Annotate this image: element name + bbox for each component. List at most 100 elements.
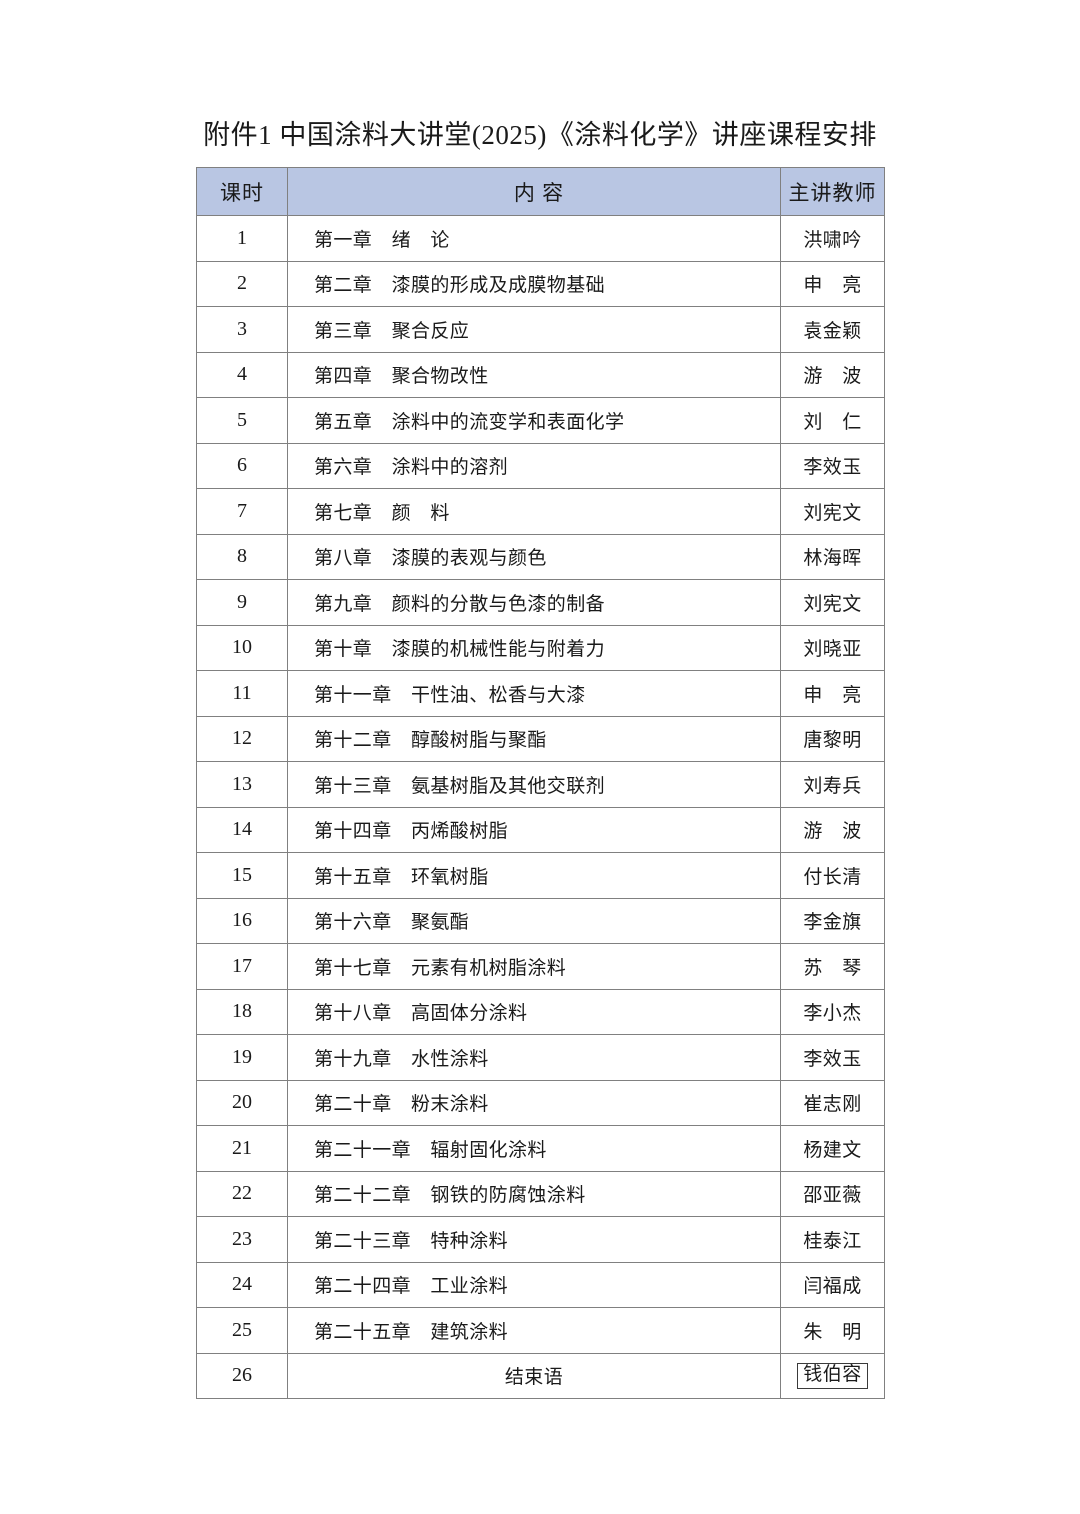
cell-session: 8 xyxy=(196,533,288,580)
cell-teacher: 李效玉 xyxy=(780,442,885,489)
cell-teacher: 游 波 xyxy=(780,806,885,853)
cell-content: 第二章 漆膜的形成及成膜物基础 xyxy=(287,260,781,307)
table-row: 12 第十二章 醇酸树脂与聚酯 唐黎明 xyxy=(196,715,885,762)
cell-session: 22 xyxy=(196,1170,288,1217)
cell-session: 9 xyxy=(196,579,288,626)
cell-content: 第六章 涂料中的溶剂 xyxy=(287,442,781,489)
cell-content: 第七章 颜 料 xyxy=(287,488,781,535)
cell-teacher: 付长清 xyxy=(780,852,885,899)
table-row: 3 第三章 聚合反应 袁金颖 xyxy=(196,306,885,353)
table-row: 20 第二十章 粉末涂料 崔志刚 xyxy=(196,1079,885,1126)
cell-teacher: 刘寿兵 xyxy=(780,761,885,808)
cell-teacher: 朱 明 xyxy=(780,1307,885,1354)
table-row: 11 第十一章 干性油、松香与大漆申 亮 xyxy=(196,670,885,717)
boxed-teacher-name: 钱伯容 xyxy=(797,1362,868,1389)
cell-teacher: 洪啸吟 xyxy=(780,215,885,262)
cell-content: 第九章 颜料的分散与色漆的制备 xyxy=(287,579,781,626)
cell-content: 第二十一章 辐射固化涂料 xyxy=(287,1125,781,1172)
cell-session: 23 xyxy=(196,1216,288,1263)
cell-teacher: 游 波 xyxy=(780,351,885,398)
table-row: 9 第九章 颜料的分散与色漆的制备 刘宪文 xyxy=(196,579,885,626)
column-header-content: 内 容 xyxy=(287,167,781,216)
cell-content: 第十三章 氨基树脂及其他交联剂 xyxy=(287,761,781,808)
cell-teacher: 刘晓亚 xyxy=(780,624,885,671)
cell-content: 第十七章 元素有机树脂涂料 xyxy=(287,943,781,990)
table-row: 6 第六章 涂料中的溶剂 李效玉 xyxy=(196,442,885,489)
cell-content: 第八章 漆膜的表观与颜色 xyxy=(287,533,781,580)
cell-content: 第一章 绪 论 xyxy=(287,215,781,262)
cell-session: 4 xyxy=(196,351,288,398)
cell-session: 12 xyxy=(196,715,288,762)
cell-session: 26 xyxy=(196,1352,288,1399)
table-row: 5 第五章 涂料中的流变学和表面化学刘 仁 xyxy=(196,397,885,444)
cell-teacher: 李小杰 xyxy=(780,988,885,1035)
cell-content: 第二十五章 建筑涂料 xyxy=(287,1307,781,1354)
table-body: 1 第一章 绪 论洪啸吟 2 第二章 漆膜的形成及成膜物基础申 亮 3 第三章 聚合反应袁… xyxy=(196,215,885,1399)
cell-teacher: 刘宪文 xyxy=(780,579,885,626)
cell-session: 2 xyxy=(196,260,288,307)
page-title: 附件1 中国涂料大讲堂(2025)《涂料化学》讲座课程安排 xyxy=(203,120,877,150)
cell-teacher: 刘宪文 xyxy=(780,488,885,535)
cell-session: 14 xyxy=(196,806,288,853)
column-header-teacher: 主讲教师 xyxy=(780,167,885,216)
course-schedule-table: 课时 内 容 主讲教师 1 第一章 绪 论洪啸吟 2 第二章 漆膜的形成及成膜物基础申… xyxy=(196,167,885,1399)
cell-content: 第二十二章 钢铁的防腐蚀涂料 xyxy=(287,1170,781,1217)
cell-content: 第十四章 丙烯酸树脂 xyxy=(287,806,781,853)
cell-session: 11 xyxy=(196,670,288,717)
cell-session: 20 xyxy=(196,1079,288,1126)
cell-session: 7 xyxy=(196,488,288,535)
cell-session: 13 xyxy=(196,761,288,808)
cell-session: 24 xyxy=(196,1261,288,1308)
table-row: 21 第二十一章 辐射固化涂料 杨建文 xyxy=(196,1125,885,1172)
cell-content: 第十八章 高固体分涂料 xyxy=(287,988,781,1035)
table-row: 10 第十章 漆膜的机械性能与附着力 刘晓亚 xyxy=(196,624,885,671)
cell-teacher: 申 亮 xyxy=(780,670,885,717)
table-row: 4 第四章 聚合物改性游 波 xyxy=(196,351,885,398)
cell-teacher: 袁金颖 xyxy=(780,306,885,353)
cell-session: 5 xyxy=(196,397,288,444)
cell-content: 第十二章 醇酸树脂与聚酯 xyxy=(287,715,781,762)
cell-teacher: 唐黎明 xyxy=(780,715,885,762)
cell-content: 第十九章 水性涂料 xyxy=(287,1034,781,1081)
table-row: 23 第二十三章 特种涂料 桂泰江 xyxy=(196,1216,885,1263)
cell-session: 15 xyxy=(196,852,288,899)
cell-session: 17 xyxy=(196,943,288,990)
table-row: 1 第一章 绪 论洪啸吟 xyxy=(196,215,885,262)
cell-teacher: 林海晖 xyxy=(780,533,885,580)
cell-teacher: 苏 琴 xyxy=(780,943,885,990)
cell-session: 10 xyxy=(196,624,288,671)
table-row: 8 第八章 漆膜的表观与颜色 林海晖 xyxy=(196,533,885,580)
cell-teacher: 申 亮 xyxy=(780,260,885,307)
cell-session: 16 xyxy=(196,897,288,944)
column-header-session: 课时 xyxy=(196,167,288,216)
cell-teacher: 刘 仁 xyxy=(780,397,885,444)
cell-content: 第十五章 环氧树脂 xyxy=(287,852,781,899)
cell-teacher: 邵亚薇 xyxy=(780,1170,885,1217)
cell-teacher: 崔志刚 xyxy=(780,1079,885,1126)
cell-teacher: 钱伯容 xyxy=(780,1352,885,1399)
table-row: 16 第十六章 聚氨酯 李金旗 xyxy=(196,897,885,944)
table-row: 17 第十七章 元素有机树脂涂料苏 琴 xyxy=(196,943,885,990)
cell-content: 第十章 漆膜的机械性能与附着力 xyxy=(287,624,781,671)
cell-teacher: 李效玉 xyxy=(780,1034,885,1081)
table-header: 课时 内 容 主讲教师 xyxy=(196,167,885,216)
cell-teacher: 李金旗 xyxy=(780,897,885,944)
cell-session: 3 xyxy=(196,306,288,353)
cell-session: 18 xyxy=(196,988,288,1035)
cell-content: 第二十章 粉末涂料 xyxy=(287,1079,781,1126)
table-row: 7 第七章 颜 料刘宪文 xyxy=(196,488,885,535)
table-row: 25 第二十五章 建筑涂料朱 明 xyxy=(196,1307,885,1354)
cell-teacher: 杨建文 xyxy=(780,1125,885,1172)
table-row: 18 第十八章 高固体分涂料 李小杰 xyxy=(196,988,885,1035)
cell-content: 结束语 xyxy=(287,1352,781,1399)
cell-content: 第二十三章 特种涂料 xyxy=(287,1216,781,1263)
cell-content: 第十六章 聚氨酯 xyxy=(287,897,781,944)
cell-session: 19 xyxy=(196,1034,288,1081)
cell-content: 第二十四章 工业涂料 xyxy=(287,1261,781,1308)
cell-session: 25 xyxy=(196,1307,288,1354)
table-row: 24 第二十四章 工业涂料 闫福成 xyxy=(196,1261,885,1308)
table-row: 13 第十三章 氨基树脂及其他交联剂 刘寿兵 xyxy=(196,761,885,808)
cell-content: 第四章 聚合物改性 xyxy=(287,351,781,398)
cell-session: 21 xyxy=(196,1125,288,1172)
